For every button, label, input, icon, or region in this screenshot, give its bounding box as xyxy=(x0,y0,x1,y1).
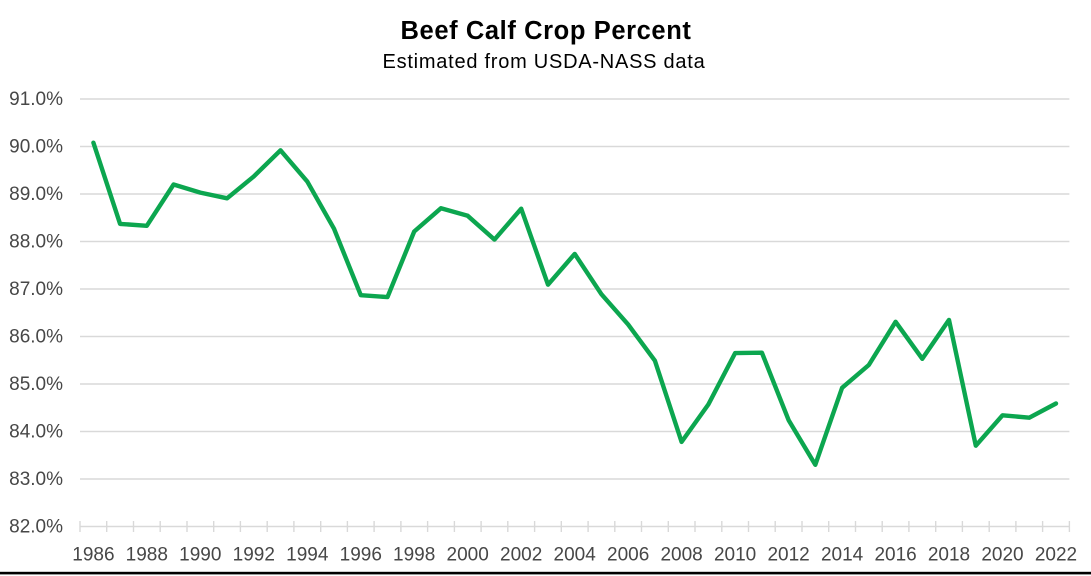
svg-text:1998: 1998 xyxy=(393,545,435,566)
svg-text:2000: 2000 xyxy=(447,545,489,566)
svg-text:1986: 1986 xyxy=(72,545,114,566)
svg-text:83.0%: 83.0% xyxy=(9,469,63,490)
svg-text:1994: 1994 xyxy=(286,545,329,566)
svg-text:Estimated from USDA-NASS data: Estimated from USDA-NASS data xyxy=(383,51,706,73)
svg-text:91.0%: 91.0% xyxy=(9,89,63,110)
svg-text:2010: 2010 xyxy=(714,545,756,566)
svg-text:2018: 2018 xyxy=(928,545,970,566)
svg-text:Beef Calf Crop Percent: Beef Calf Crop Percent xyxy=(401,17,692,45)
svg-text:1988: 1988 xyxy=(126,545,168,566)
svg-text:89.0%: 89.0% xyxy=(9,184,63,205)
svg-text:87.0%: 87.0% xyxy=(9,279,63,300)
svg-text:82.0%: 82.0% xyxy=(9,517,63,538)
svg-text:88.0%: 88.0% xyxy=(9,232,63,253)
svg-text:1996: 1996 xyxy=(340,545,382,566)
svg-text:2020: 2020 xyxy=(981,545,1023,566)
svg-text:2008: 2008 xyxy=(660,545,702,566)
svg-text:2014: 2014 xyxy=(821,545,864,566)
svg-text:90.0%: 90.0% xyxy=(9,137,63,158)
svg-text:2002: 2002 xyxy=(500,545,542,566)
svg-text:86.0%: 86.0% xyxy=(9,327,63,348)
svg-text:2006: 2006 xyxy=(607,545,649,566)
svg-text:85.0%: 85.0% xyxy=(9,374,63,395)
svg-text:2004: 2004 xyxy=(554,545,597,566)
svg-text:2016: 2016 xyxy=(874,545,916,566)
svg-text:84.0%: 84.0% xyxy=(9,422,63,443)
svg-text:1990: 1990 xyxy=(179,545,221,566)
svg-text:1992: 1992 xyxy=(233,545,275,566)
svg-text:2012: 2012 xyxy=(767,545,809,566)
svg-text:2022: 2022 xyxy=(1035,545,1077,566)
